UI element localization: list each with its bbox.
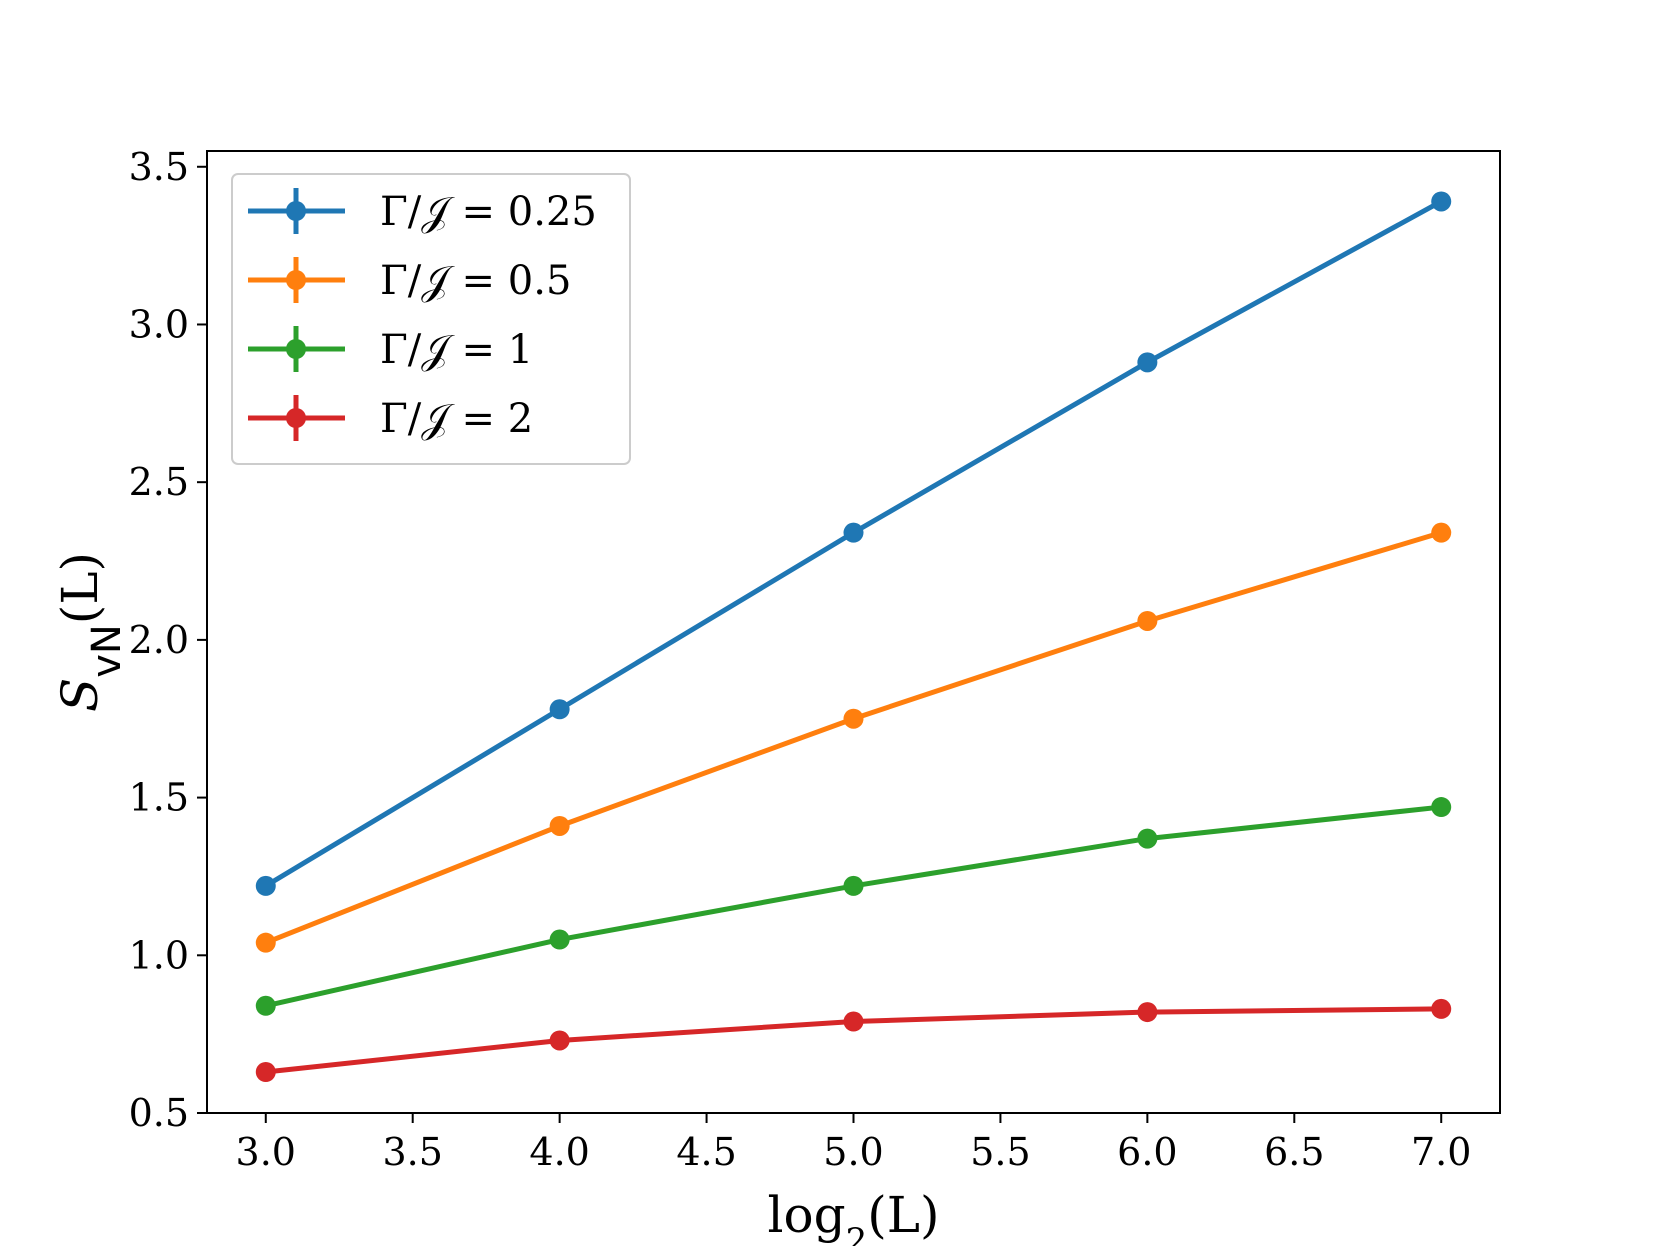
legend-entry: Γ/𝒥 = 0.5 (248, 257, 571, 304)
data-point (1137, 352, 1158, 373)
x-axis-label-base: log (768, 1186, 846, 1244)
x-axis-label-subscript: 2 (846, 1221, 868, 1246)
series-1 (255, 191, 1452, 896)
plot-area (255, 191, 1452, 1082)
data-point (1431, 191, 1452, 212)
series-3 (255, 797, 1452, 1016)
series-2 (255, 522, 1452, 953)
data-point (843, 875, 864, 896)
y-tick-label: 0.5 (129, 1091, 189, 1135)
x-tick-label: 6.5 (1264, 1130, 1324, 1174)
y-axis: 0.5 1.0 1.5 2.0 2.5 3.0 3.5 (129, 145, 207, 1135)
data-point (1431, 522, 1452, 543)
data-point (1431, 797, 1452, 818)
y-tick-label: 2.5 (129, 460, 189, 504)
data-point (549, 1030, 570, 1051)
data-point (1431, 998, 1452, 1019)
data-point (1137, 828, 1158, 849)
data-point (255, 995, 276, 1016)
x-tick-label: 5.5 (970, 1130, 1030, 1174)
x-tick-label: 4.0 (529, 1130, 589, 1174)
data-point (549, 929, 570, 950)
legend-entry: Γ/𝒥 = 2 (248, 395, 533, 442)
x-axis-label: log2(L) (768, 1186, 940, 1246)
legend-marker (286, 201, 306, 221)
x-tick-label: 3.5 (382, 1130, 442, 1174)
data-point (549, 699, 570, 720)
y-axis-label-argument: (L) (51, 552, 109, 624)
data-point (255, 875, 276, 896)
series-4 (255, 998, 1452, 1082)
data-point (843, 522, 864, 543)
y-tick-label: 1.0 (129, 933, 189, 977)
y-axis-label: SvN(L) (51, 552, 130, 712)
y-tick-label: 3.5 (129, 145, 189, 189)
legend-label: Γ/𝒥 = 0.25 (380, 189, 597, 235)
data-point (1137, 610, 1158, 631)
x-axis-label-argument: (L) (867, 1186, 939, 1244)
y-tick-label: 2.0 (129, 618, 189, 662)
x-tick-label: 3.0 (236, 1130, 296, 1174)
x-axis: 3.0 3.5 4.0 4.5 5.0 5.5 6.0 6.5 7.0 (236, 1113, 1471, 1174)
data-point (549, 815, 570, 836)
legend-marker (286, 339, 306, 359)
data-point (843, 708, 864, 729)
x-tick-label: 7.0 (1411, 1130, 1471, 1174)
data-point (255, 932, 276, 953)
legend-label: Γ/𝒥 = 2 (380, 396, 533, 442)
legend-box (231, 173, 631, 465)
data-point (1137, 1002, 1158, 1023)
legend-label: Γ/𝒥 = 0.5 (380, 258, 571, 304)
data-point (843, 1011, 864, 1032)
y-tick-label: 3.0 (129, 302, 189, 346)
legend-marker (286, 408, 306, 428)
legend-marker (286, 270, 306, 290)
y-axis-label-subscript: vN (84, 624, 130, 678)
legend-entry: Γ/𝒥 = 1 (248, 326, 533, 373)
x-tick-label: 5.0 (823, 1130, 883, 1174)
legend-entry: Γ/𝒥 = 0.25 (248, 188, 597, 235)
y-axis-label-base: S (51, 678, 109, 712)
axes-frame (206, 150, 1501, 1114)
legend: Γ/𝒥 = 0.25 Γ/𝒥 = 0.5 Γ/𝒥 = 1 Γ/𝒥 = 2 (231, 173, 631, 465)
y-tick-label: 1.5 (129, 776, 189, 820)
x-tick-label: 4.5 (676, 1130, 736, 1174)
x-tick-label: 6.0 (1117, 1130, 1177, 1174)
legend-label: Γ/𝒥 = 1 (380, 327, 533, 373)
data-point (255, 1061, 276, 1082)
